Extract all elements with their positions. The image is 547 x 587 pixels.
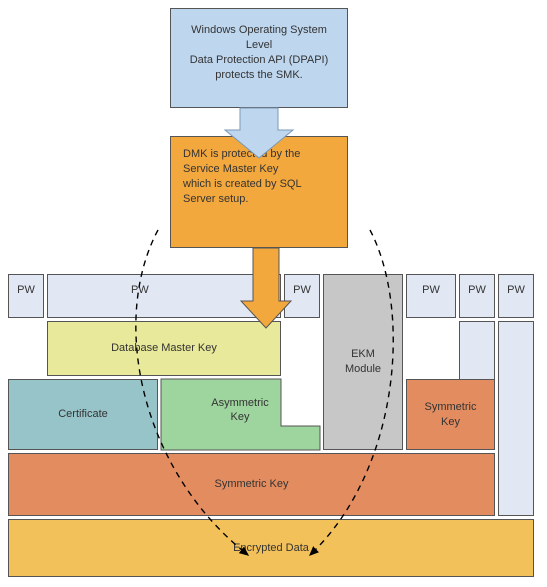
certificate-label: Certificate — [58, 407, 108, 422]
pw-2: PW — [47, 274, 281, 318]
symmetric-key-big: Symmetric Key — [8, 453, 495, 516]
symmetric-key-big-label: Symmetric Key — [215, 477, 289, 492]
right-panel-2 — [498, 321, 534, 516]
pw-5-label: PW — [468, 283, 486, 298]
pw-1: PW — [8, 274, 44, 318]
pw-3-label: PW — [293, 283, 311, 298]
pw-6: PW — [498, 274, 534, 318]
dmk-callout-label: DMK is protected by the Service Master K… — [183, 147, 307, 206]
symmetric-key-small: Symmetric Key — [406, 379, 495, 450]
symmetric-key-small-label: Symmetric Key — [416, 400, 486, 430]
dpapi-callout: Windows Operating System Level Data Prot… — [170, 8, 348, 108]
certificate: Certificate — [8, 379, 158, 450]
pw-5: PW — [459, 274, 495, 318]
pw-3: PW — [284, 274, 320, 318]
database-master-key-label: Database Master Key — [111, 341, 217, 356]
pw-4: PW — [406, 274, 456, 318]
ekm-module-label: EKM Module — [333, 347, 393, 377]
asymmetric-key-label: AsymmetricKey — [211, 397, 269, 423]
encryption-hierarchy-diagram: Windows Operating System Level Data Prot… — [0, 0, 547, 587]
encrypted-data-label: Encrypted Data — [233, 541, 309, 556]
dmk-callout: DMK is protected by the Service Master K… — [170, 136, 348, 248]
pw-1-label: PW — [17, 283, 35, 298]
ekm-module: EKM Module — [323, 274, 403, 450]
pw-4-label: PW — [422, 283, 440, 298]
pw-2-label: PW — [131, 283, 149, 298]
encrypted-data: Encrypted Data — [8, 519, 534, 577]
asymmetric-key — [161, 379, 320, 450]
dpapi-callout-label: Windows Operating System Level Data Prot… — [182, 23, 336, 82]
database-master-key: Database Master Key — [47, 321, 281, 376]
pw-6-label: PW — [507, 283, 525, 298]
